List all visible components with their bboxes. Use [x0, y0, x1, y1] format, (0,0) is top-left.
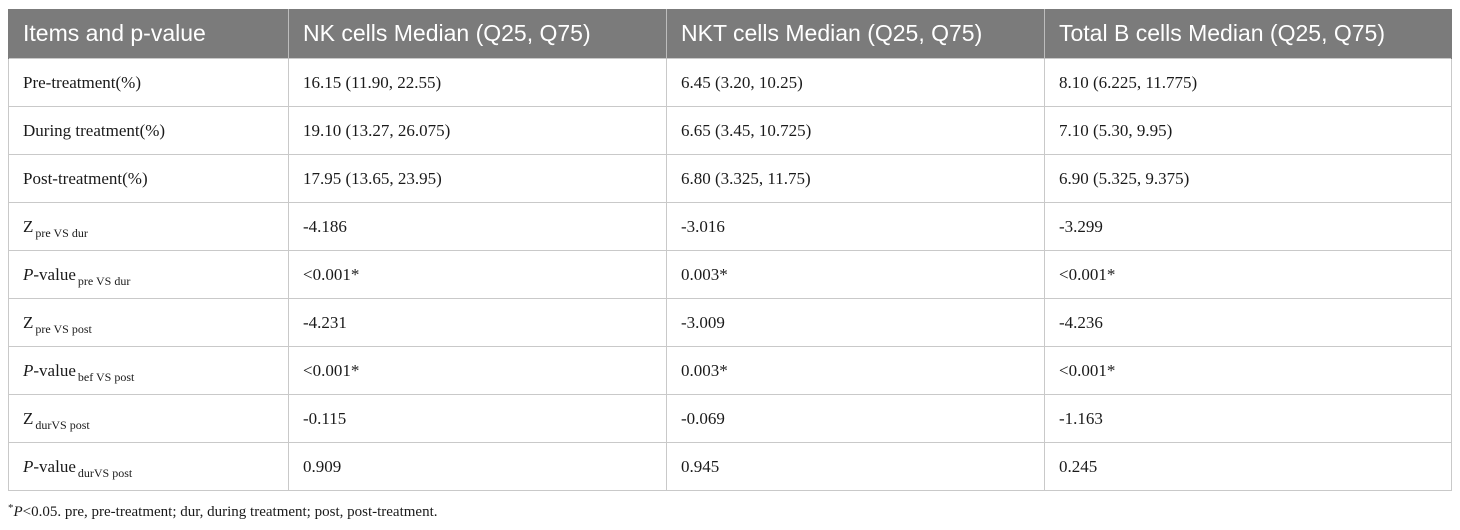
- cell-nkt-value: -0.069: [666, 394, 1045, 443]
- row-label-main: Pre-treatment(%): [23, 72, 141, 92]
- row-label: P-value pre VS dur: [8, 250, 289, 299]
- cell-total-b-value: <0.001*: [1044, 250, 1452, 299]
- header-nk-cells: NK cells Median (Q25, Q75): [288, 9, 667, 59]
- table-row: Post-treatment(%) 17.95 (13.65, 23.95) 6.8…: [8, 154, 1452, 203]
- table-row: Pre-treatment(%) 16.15 (11.90, 22.55) 6.45…: [8, 58, 1452, 107]
- header-items: Items and p-value: [8, 9, 289, 59]
- cell-nkt-value: 6.45 (3.20, 10.25): [666, 58, 1045, 107]
- footnote-star: *: [8, 502, 14, 514]
- cell-total-b-value: -1.163: [1044, 394, 1452, 443]
- row-label-subscript: pre VS dur: [77, 273, 131, 288]
- table-row: P-value bef VS post <0.001* 0.003* <0.001*: [8, 346, 1452, 395]
- row-label-rest: -value: [33, 360, 76, 380]
- cell-nk-value: 0.909: [288, 442, 667, 491]
- row-label: Pre-treatment(%): [8, 58, 289, 107]
- footnote-text: <0.05. pre, pre-treatment; dur, during t…: [22, 504, 438, 520]
- row-label-rest: -value: [33, 456, 76, 476]
- cell-total-b-value: -4.236: [1044, 298, 1452, 347]
- row-label-italic: P: [23, 456, 34, 476]
- row-label: During treatment(%): [8, 106, 289, 155]
- table-row: P-value durVS post 0.909 0.945 0.245: [8, 442, 1452, 491]
- cell-nk-value: -0.115: [288, 394, 667, 443]
- header-nkt-cells: NKT cells Median (Q25, Q75): [666, 9, 1045, 59]
- table-body: Pre-treatment(%) 16.15 (11.90, 22.55) 6.45…: [8, 58, 1452, 491]
- cell-total-b-value: <0.001*: [1044, 346, 1452, 395]
- cell-nkt-value: 6.80 (3.325, 11.75): [666, 154, 1045, 203]
- row-label-main: Post-treatment(%): [23, 168, 148, 188]
- row-label: P-value bef VS post: [8, 346, 289, 395]
- row-label: P-value durVS post: [8, 442, 289, 491]
- cell-total-b-value: 0.245: [1044, 442, 1452, 491]
- cell-nk-value: <0.001*: [288, 346, 667, 395]
- row-label-main: During treatment(%): [23, 120, 166, 140]
- results-table-container: Items and p-value NK cells Median (Q25, …: [8, 9, 1452, 491]
- row-label-main: Z: [23, 216, 34, 236]
- header-row: Items and p-value NK cells Median (Q25, …: [8, 9, 1452, 59]
- cell-nk-value: 19.10 (13.27, 26.075): [288, 106, 667, 155]
- cell-nk-value: <0.001*: [288, 250, 667, 299]
- row-label-subscript: durVS post: [77, 465, 133, 480]
- row-label-main: Z: [23, 312, 34, 332]
- cell-nkt-value: 0.003*: [666, 346, 1045, 395]
- cell-total-b-value: 8.10 (6.225, 11.775): [1044, 58, 1452, 107]
- row-label-italic: P: [23, 360, 34, 380]
- cell-nk-value: 17.95 (13.65, 23.95): [288, 154, 667, 203]
- cell-nkt-value: -3.016: [666, 202, 1045, 251]
- cell-nk-value: -4.231: [288, 298, 667, 347]
- row-label-subscript: durVS post: [35, 417, 90, 432]
- header-total-b-cells: Total B cells Median (Q25, Q75): [1044, 9, 1452, 59]
- row-label-rest: -value: [33, 264, 76, 284]
- cell-nk-value: -4.186: [288, 202, 667, 251]
- cell-nkt-value: 6.65 (3.45, 10.725): [666, 106, 1045, 155]
- row-label-subscript: bef VS post: [77, 369, 135, 384]
- cell-nkt-value: -3.009: [666, 298, 1045, 347]
- row-label: Post-treatment(%): [8, 154, 289, 203]
- row-label-subscript: pre VS post: [35, 321, 92, 336]
- results-table: Items and p-value NK cells Median (Q25, …: [8, 9, 1452, 491]
- table-row: P-value pre VS dur <0.001* 0.003* <0.001*: [8, 250, 1452, 299]
- table-footnote: *P<0.05. pre, pre-treatment; dur, during…: [8, 502, 438, 521]
- table-header: Items and p-value NK cells Median (Q25, …: [8, 9, 1452, 59]
- cell-total-b-value: 7.10 (5.30, 9.95): [1044, 106, 1452, 155]
- footnote-p-italic: P: [13, 504, 23, 520]
- cell-total-b-value: -3.299: [1044, 202, 1452, 251]
- cell-nk-value: 16.15 (11.90, 22.55): [288, 58, 667, 107]
- cell-total-b-value: 6.90 (5.325, 9.375): [1044, 154, 1452, 203]
- row-label-italic: P: [23, 264, 34, 284]
- cell-nkt-value: 0.945: [666, 442, 1045, 491]
- table-row: During treatment(%) 19.10 (13.27, 26.075)…: [8, 106, 1452, 155]
- row-label-main: Z: [23, 408, 34, 428]
- cell-nkt-value: 0.003*: [666, 250, 1045, 299]
- row-label-subscript: pre VS dur: [35, 225, 88, 240]
